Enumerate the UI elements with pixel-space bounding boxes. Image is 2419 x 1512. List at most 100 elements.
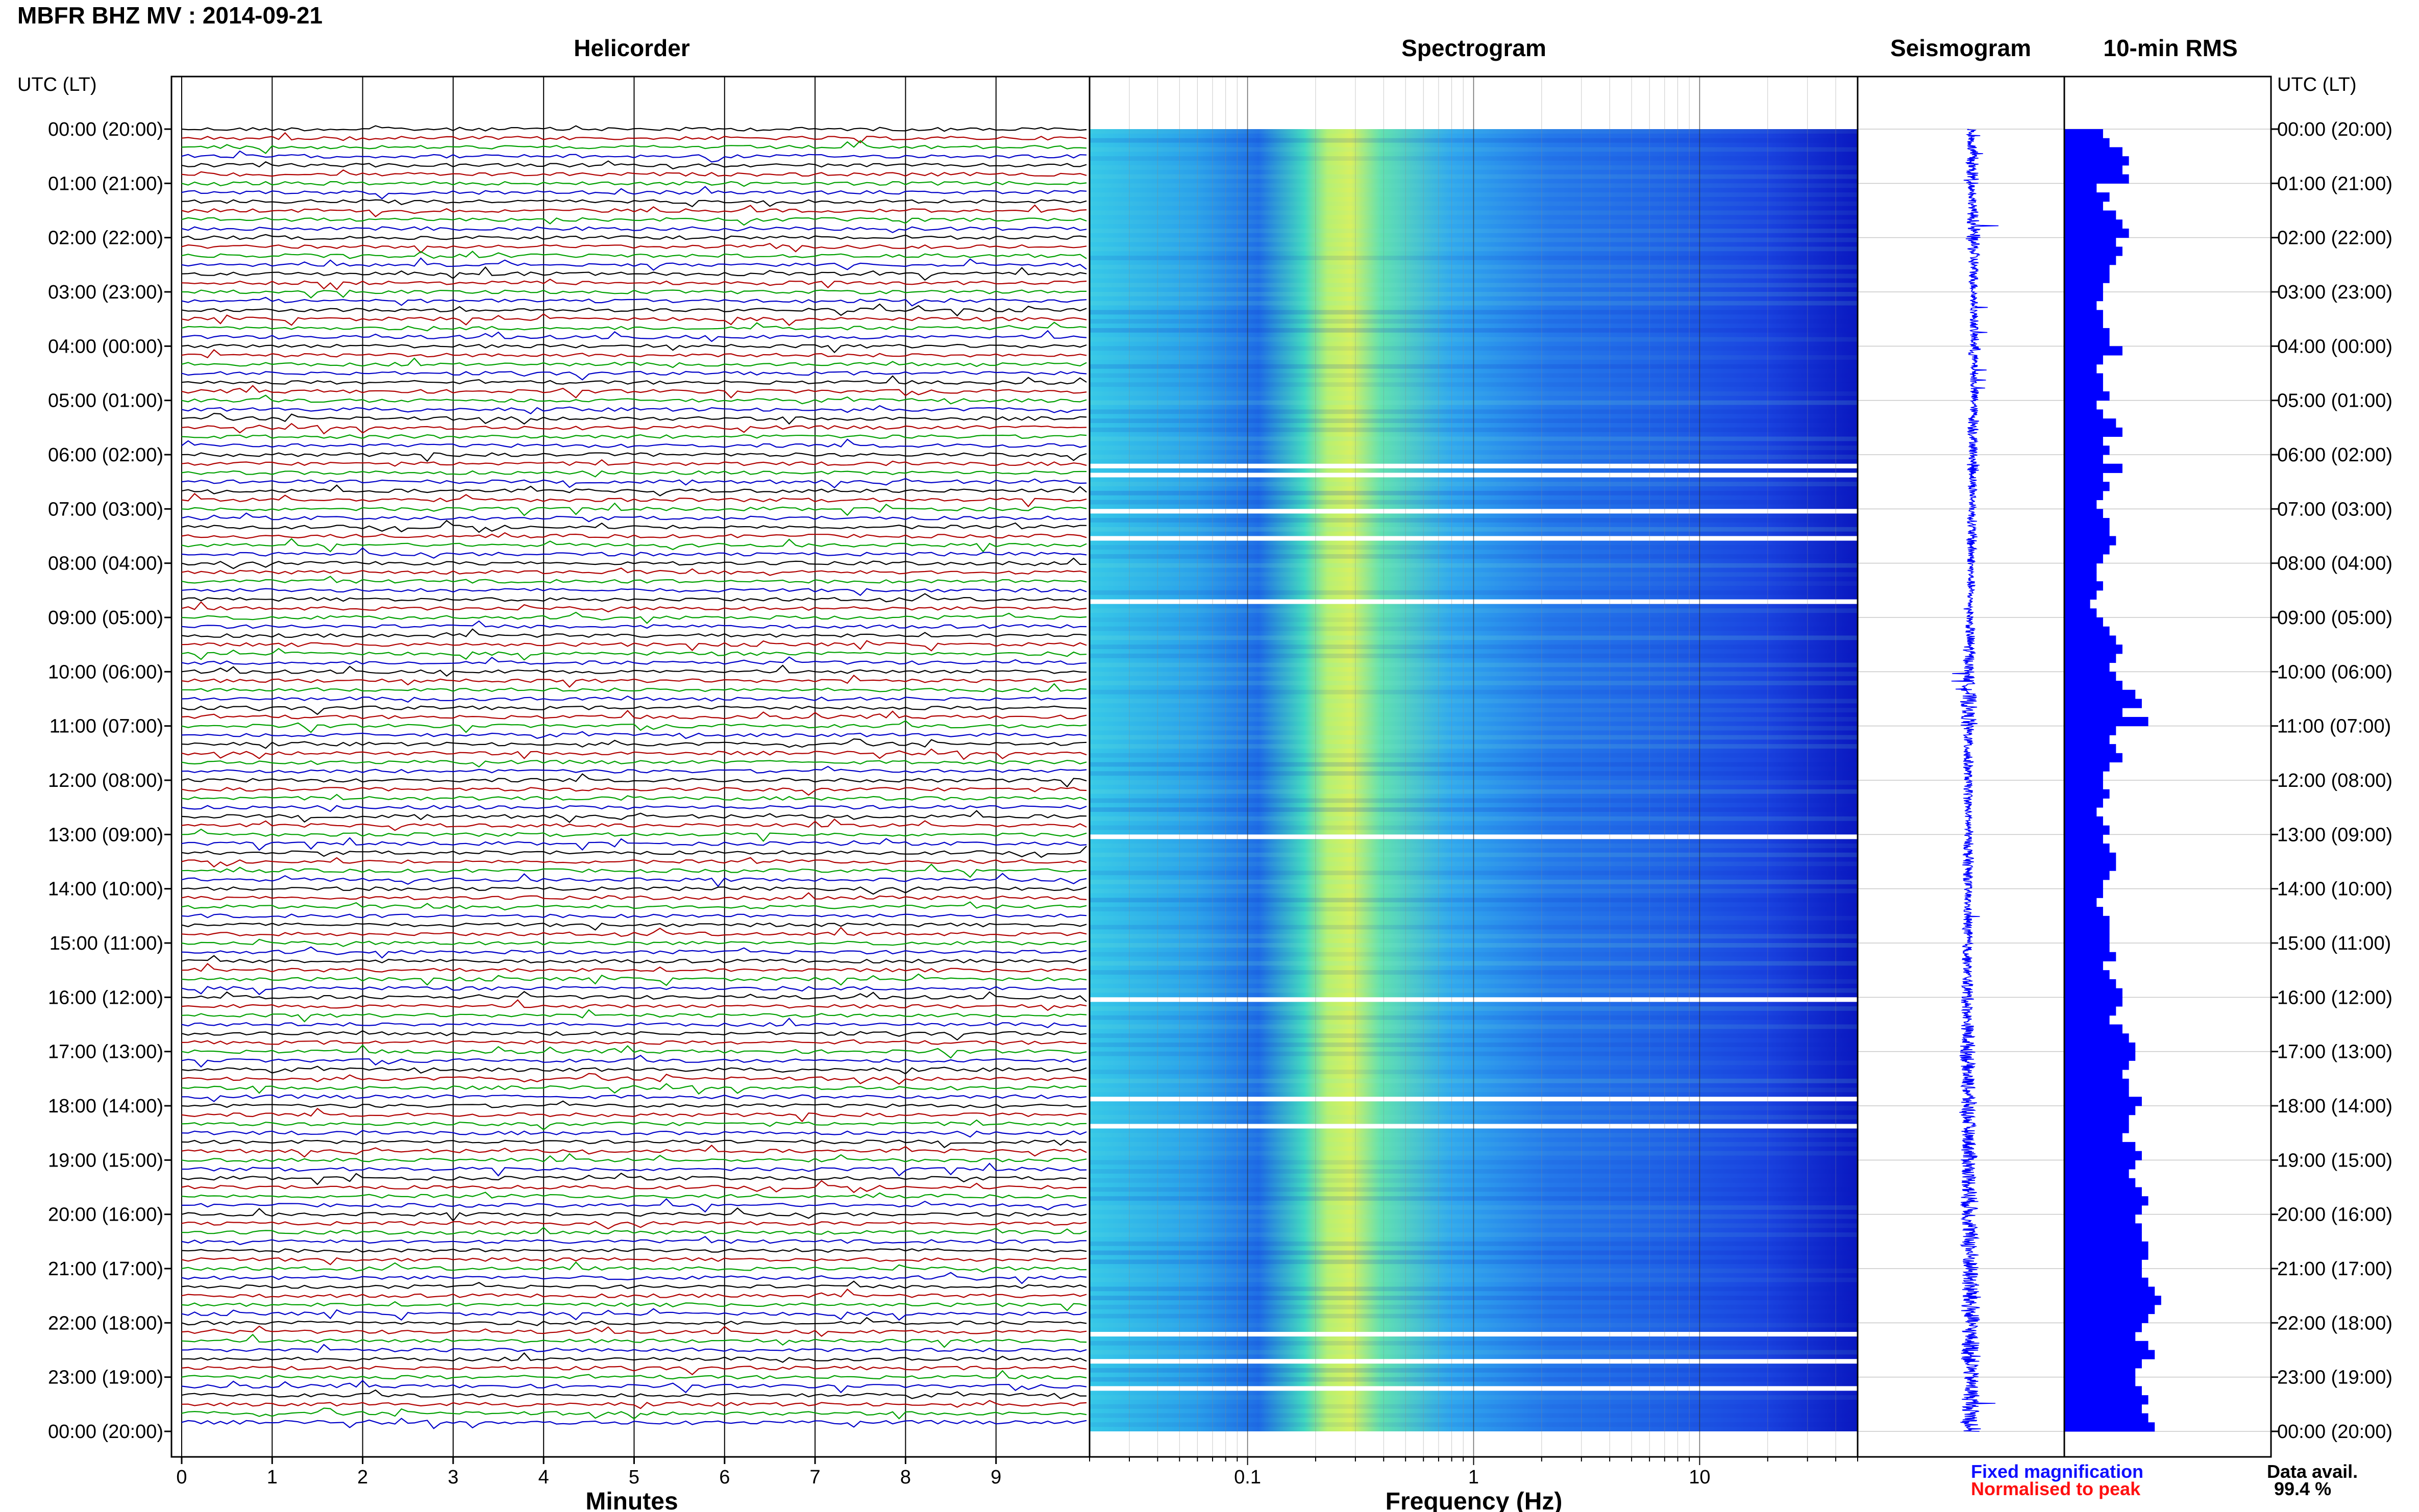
helicorder-trace — [182, 1094, 1087, 1102]
helicorder-trace — [181, 204, 1087, 217]
rms-bar — [2064, 1006, 2116, 1016]
rms-bar — [2064, 147, 2122, 157]
rms-bar — [2064, 1060, 2129, 1070]
helicorder-trace — [181, 1054, 1087, 1068]
rms-frame — [2063, 76, 2272, 1458]
helicorder-trace — [181, 181, 1087, 187]
rms-bar — [2064, 1070, 2122, 1079]
hour-label-right: 04:00 (00:00) — [2277, 336, 2392, 357]
helicorder-trace — [181, 412, 1087, 425]
helicorder-trace — [181, 1379, 1087, 1394]
rms-bar — [2064, 527, 2110, 536]
helicorder-trace — [181, 628, 1087, 638]
helicorder-trace — [181, 1248, 1087, 1253]
helicorder-trace — [181, 1272, 1087, 1284]
rms-bar — [2064, 907, 2103, 916]
rms-bar — [2064, 997, 2122, 1007]
hour-label-right: 03:00 (23:00) — [2277, 282, 2392, 303]
rms-bar — [2064, 201, 2103, 211]
rms-bar — [2064, 1160, 2136, 1170]
helicorder-trace — [181, 125, 1087, 132]
rms-bar — [2064, 753, 2122, 763]
hour-label-left: 00:00 (20:00) — [48, 119, 163, 140]
rms-bar — [2064, 165, 2122, 175]
hour-label-left: 16:00 (12:00) — [48, 987, 163, 1008]
hour-label-right: 17:00 (13:00) — [2277, 1042, 2392, 1063]
rms-bar — [2064, 762, 2110, 772]
helicorder-trace — [181, 330, 1087, 342]
time-axis-header-right: UTC (LT) — [2277, 74, 2357, 95]
rms-bar — [2064, 409, 2103, 419]
rms-bar — [2064, 1332, 2136, 1342]
hour-label-right: 19:00 (15:00) — [2277, 1150, 2392, 1171]
helicorder-trace — [181, 1400, 1087, 1409]
helicorder-trace — [181, 1030, 1087, 1041]
helicorder-trace — [181, 470, 1087, 478]
rms-bar — [2064, 427, 2122, 437]
minute-tick-label: 5 — [629, 1467, 639, 1488]
rms-bar — [2064, 490, 2103, 501]
hour-label-right: 18:00 (14:00) — [2277, 1096, 2392, 1117]
rms-bar — [2064, 961, 2103, 971]
legend-fixed-magnification: Fixed magnification — [1971, 1461, 2143, 1482]
helicorder-trace — [181, 620, 1087, 629]
hour-label-left: 18:00 (14:00) — [48, 1096, 163, 1117]
hour-label-right: 07:00 (03:00) — [2277, 499, 2392, 520]
rms-bar — [2064, 771, 2103, 781]
hour-label-left: 00:00 (20:00) — [48, 1421, 163, 1443]
rms-bar — [2064, 735, 2110, 745]
hour-label-right: 14:00 (10:00) — [2277, 879, 2392, 900]
rms-bar — [2064, 608, 2097, 618]
rms-bar — [2064, 1269, 2142, 1278]
hour-label-right: 06:00 (02:00) — [2277, 444, 2392, 466]
helicorder-trace — [181, 1389, 1087, 1400]
rms-bar — [2064, 554, 2103, 564]
helicorder-trace — [181, 547, 1087, 559]
helicorder-trace — [181, 1257, 1087, 1266]
rms-bar — [2064, 970, 2110, 980]
rms-bar — [2064, 699, 2142, 708]
helicorder-trace — [181, 1100, 1087, 1108]
rms-bar — [2064, 274, 2110, 283]
helicorder-trace — [181, 150, 1087, 163]
helicorder-trace — [181, 385, 1087, 399]
rms-bar — [2064, 934, 2110, 944]
helicorder-trace — [181, 999, 1087, 1011]
rms-bar — [2064, 337, 2110, 346]
rms-title: 10-min RMS — [2103, 35, 2237, 61]
helicorder-trace — [181, 863, 1087, 878]
rms-bar — [2064, 689, 2136, 699]
helicorder-trace — [181, 1221, 1087, 1230]
hour-label-left: 02:00 (22:00) — [48, 228, 163, 249]
helicorder-trace — [181, 1317, 1087, 1326]
legend-normalised-to-peak: Normalised to peak — [1971, 1478, 2141, 1499]
hour-label-left: 20:00 (16:00) — [48, 1204, 163, 1226]
rms-bar — [2064, 871, 2110, 880]
rms-bar — [2064, 256, 2116, 265]
rms-bar — [2064, 1033, 2129, 1043]
helicorder-trace — [181, 738, 1087, 749]
helicorder-trace — [181, 787, 1087, 796]
hour-label-left: 01:00 (21:00) — [48, 173, 163, 194]
hour-label-right: 15:00 (11:00) — [2277, 933, 2391, 954]
helicorder-trace — [181, 1370, 1087, 1380]
helicorder-trace — [181, 370, 1087, 381]
rms-bar — [2064, 482, 2110, 491]
helicorder-trace — [181, 502, 1087, 516]
rms-bar — [2064, 210, 2116, 220]
helicorder-trace — [181, 588, 1087, 597]
hour-label-left: 14:00 (10:00) — [48, 879, 163, 900]
helicorder-trace — [181, 1288, 1087, 1298]
hour-label-left: 17:00 (13:00) — [48, 1042, 163, 1063]
helicorder-trace — [181, 1139, 1087, 1149]
rms-bar — [2064, 1232, 2142, 1242]
helicorder-trace — [181, 1065, 1087, 1075]
rms-bar — [2064, 1178, 2136, 1187]
rms-bar — [2064, 1205, 2142, 1215]
helicorder-trace — [181, 837, 1087, 851]
rms-bar — [2064, 898, 2097, 907]
rms-bar — [2064, 1087, 2129, 1097]
helicorder-trace — [181, 234, 1087, 240]
helicorder-trace — [181, 321, 1087, 332]
rms-bar — [2064, 807, 2097, 817]
